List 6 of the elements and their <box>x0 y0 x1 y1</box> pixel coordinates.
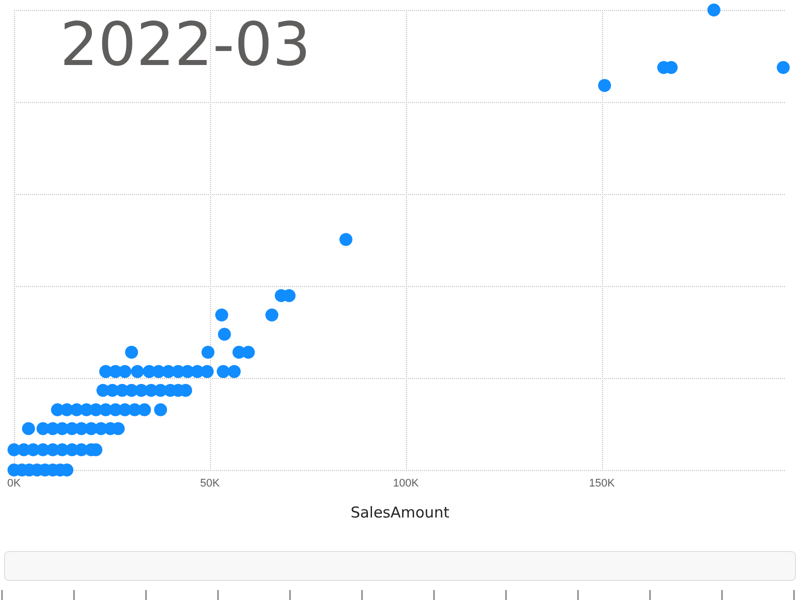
x-tick-label: 150K <box>588 478 616 490</box>
annotation: 2022-03 <box>60 10 311 80</box>
x-axis-title: SalesAmount <box>350 504 450 522</box>
x-tick-label: 50K <box>200 478 220 490</box>
x-tick-label: 100K <box>393 478 420 490</box>
x-tick-label: 0K <box>7 478 22 490</box>
